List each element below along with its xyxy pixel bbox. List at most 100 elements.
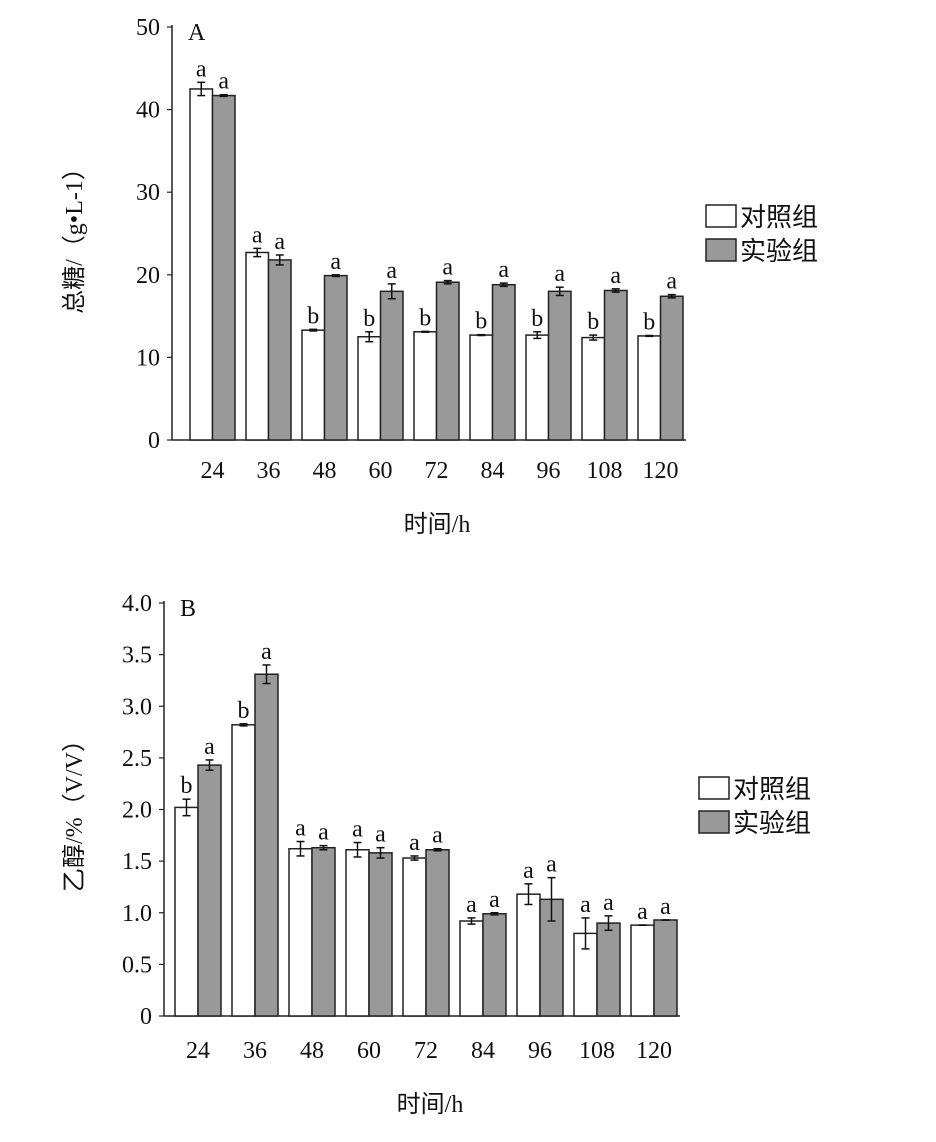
- x-tick-label: 72: [414, 1038, 438, 1064]
- significance-letter: a: [432, 823, 443, 849]
- x-tick-label: 120: [643, 458, 679, 484]
- bar-experimental: [491, 283, 516, 441]
- bar-experimental: [267, 259, 292, 441]
- bar-experimental: [311, 846, 336, 1017]
- bar-control: [469, 334, 494, 441]
- y-tick-label: 10: [136, 345, 160, 371]
- y-tick-label: 3.5: [122, 643, 152, 669]
- significance-letter: b: [531, 306, 543, 332]
- x-tick-label: 48: [300, 1038, 324, 1064]
- significance-letter: b: [419, 305, 431, 331]
- bar-experimental: [482, 913, 507, 1017]
- legend-swatch: [698, 776, 730, 800]
- significance-letter: a: [523, 858, 534, 884]
- significance-letter: a: [610, 263, 621, 289]
- x-tick-label: 108: [587, 458, 623, 484]
- significance-letter: a: [466, 892, 477, 918]
- bar-experimental: [603, 289, 628, 441]
- bar-control: [630, 924, 655, 1017]
- y-tick-label: 20: [136, 263, 160, 289]
- significance-letter: b: [181, 773, 193, 799]
- bar-experimental: [254, 673, 279, 1017]
- significance-letter: a: [295, 816, 306, 842]
- bar-control: [174, 806, 199, 1017]
- y-tick-label: 1.0: [122, 901, 152, 927]
- significance-letter: a: [666, 269, 677, 295]
- x-tick-label: 36: [257, 458, 281, 484]
- x-tick-label: 48: [313, 458, 337, 484]
- x-tick-label: 84: [481, 458, 505, 484]
- bar-experimental: [211, 94, 236, 441]
- significance-letter: a: [352, 817, 363, 843]
- significance-letter: b: [643, 310, 655, 336]
- significance-letter: a: [409, 830, 420, 856]
- x-tick-label: 108: [579, 1038, 615, 1064]
- bar-experimental: [425, 849, 450, 1017]
- x-tick-label: 96: [528, 1038, 552, 1064]
- bar-control: [288, 847, 313, 1017]
- legend-swatch: [705, 204, 737, 228]
- significance-letter: a: [330, 249, 341, 275]
- x-axis-label: 时间/h: [404, 511, 471, 538]
- significance-letter: b: [363, 306, 375, 332]
- legend-label: 对照组: [740, 203, 818, 232]
- y-tick-label: 0: [148, 428, 160, 454]
- y-tick-label: 2.0: [122, 798, 152, 824]
- x-tick-label: 24: [186, 1038, 210, 1064]
- bar-control: [413, 331, 438, 441]
- significance-letter: a: [498, 257, 509, 283]
- significance-letter: a: [660, 894, 671, 920]
- y-tick-label: 40: [136, 98, 160, 124]
- panel-label: A: [188, 20, 206, 46]
- bar-control: [231, 724, 256, 1017]
- bar-control: [402, 857, 427, 1017]
- significance-letter: a: [274, 229, 285, 255]
- bar-experimental: [368, 852, 393, 1017]
- significance-letter: a: [489, 887, 500, 913]
- x-tick-label: 96: [537, 458, 561, 484]
- bar-control: [301, 329, 326, 441]
- legend-swatch: [698, 810, 730, 834]
- panel-label: B: [180, 596, 196, 622]
- bar-control: [189, 88, 214, 441]
- bar-control: [245, 251, 270, 441]
- x-axis-label: 时间/h: [397, 1091, 464, 1118]
- bar-control: [581, 336, 606, 441]
- bar-experimental: [547, 290, 572, 441]
- x-tick-label: 120: [636, 1038, 672, 1064]
- y-tick-label: 0: [140, 1004, 152, 1030]
- bar-control: [525, 334, 550, 441]
- bar-control: [637, 335, 662, 441]
- significance-letter: b: [238, 698, 250, 724]
- x-tick-label: 84: [471, 1038, 495, 1064]
- y-tick-label: 0.5: [122, 952, 152, 978]
- bar-control: [357, 336, 382, 441]
- significance-letter: a: [375, 822, 386, 848]
- y-tick-label: 4.0: [122, 591, 152, 617]
- significance-letter: a: [318, 820, 329, 846]
- significance-letter: a: [252, 222, 263, 248]
- x-tick-label: 24: [201, 458, 225, 484]
- significance-letter: b: [307, 303, 319, 329]
- chart-panel-B: 00.51.01.52.02.53.03.54.0 B乙醇/%（V/V）24ba3…: [61, 591, 811, 1118]
- bar-experimental: [435, 281, 460, 441]
- significance-letter: a: [204, 734, 215, 760]
- significance-letter: a: [196, 56, 207, 82]
- bar-experimental: [659, 295, 684, 441]
- bar-experimental: [653, 919, 678, 1017]
- bar-experimental: [323, 274, 348, 441]
- bar-control: [516, 893, 541, 1017]
- significance-letter: a: [218, 69, 229, 95]
- significance-letter: a: [261, 639, 272, 665]
- x-tick-label: 36: [243, 1038, 267, 1064]
- significance-letter: a: [554, 261, 565, 287]
- y-axis-label: 乙醇/%（V/V）: [61, 728, 88, 892]
- legend-swatch: [705, 238, 737, 262]
- y-tick-label: 3.0: [122, 694, 152, 720]
- y-tick-label: 2.5: [122, 746, 152, 772]
- significance-letter: a: [442, 255, 453, 281]
- y-tick-label: 50: [136, 15, 160, 41]
- x-tick-label: 72: [425, 458, 449, 484]
- x-tick-label: 60: [369, 458, 393, 484]
